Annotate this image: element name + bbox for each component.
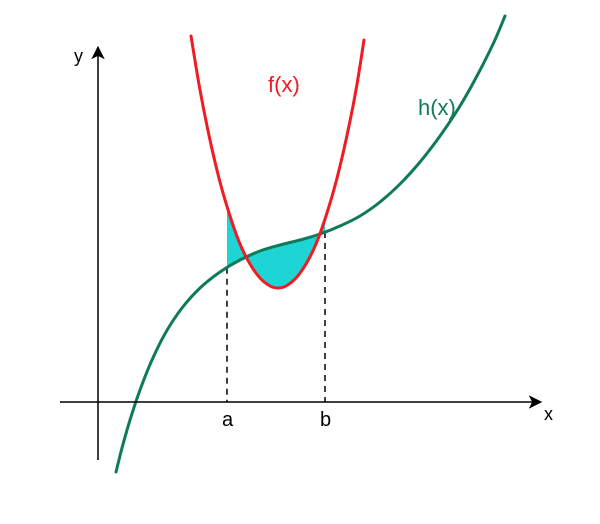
h-curve-label: h(x) <box>418 95 456 120</box>
y-axis-label: y <box>74 46 83 66</box>
mark-a-label: a <box>222 409 234 431</box>
chart-svg: x y a b f(x) h(x) <box>0 0 600 524</box>
f-curve-label: f(x) <box>268 72 300 97</box>
x-axis-label: x <box>544 404 553 424</box>
mark-b-label: b <box>320 409 331 431</box>
area-between-curves-chart: x y a b f(x) h(x) <box>0 0 600 524</box>
